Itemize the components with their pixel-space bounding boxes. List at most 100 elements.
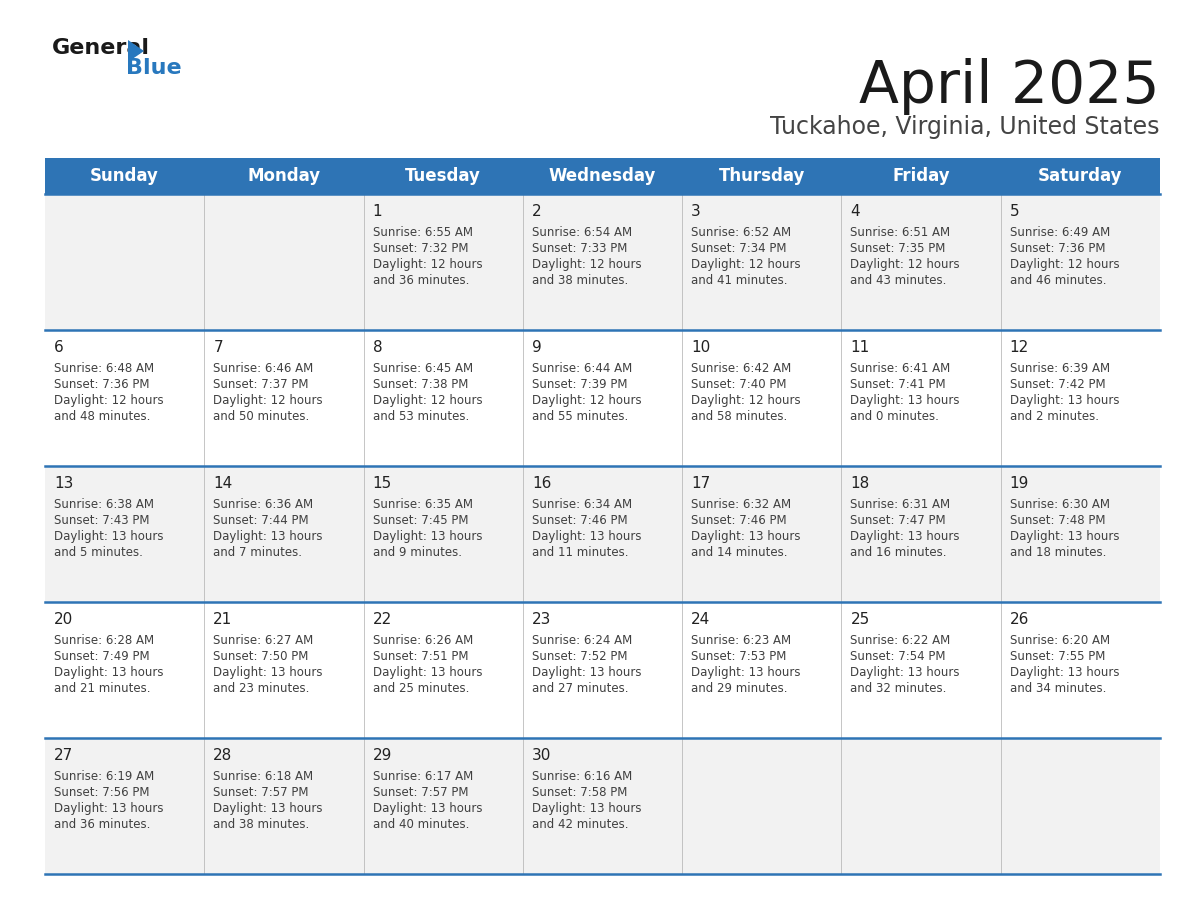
Text: and 5 minutes.: and 5 minutes.	[53, 546, 143, 559]
Text: Sunrise: 6:39 AM: Sunrise: 6:39 AM	[1010, 362, 1110, 375]
Text: Daylight: 13 hours: Daylight: 13 hours	[851, 530, 960, 543]
Text: Sunrise: 6:55 AM: Sunrise: 6:55 AM	[373, 226, 473, 239]
Text: Daylight: 12 hours: Daylight: 12 hours	[1010, 258, 1119, 271]
Text: Friday: Friday	[892, 167, 950, 185]
Text: Tuckahoe, Virginia, United States: Tuckahoe, Virginia, United States	[771, 115, 1159, 139]
Text: Sunset: 7:37 PM: Sunset: 7:37 PM	[214, 378, 309, 391]
Text: Sunset: 7:57 PM: Sunset: 7:57 PM	[373, 786, 468, 799]
Text: Sunset: 7:38 PM: Sunset: 7:38 PM	[373, 378, 468, 391]
Text: Sunrise: 6:32 AM: Sunrise: 6:32 AM	[691, 498, 791, 511]
Bar	[45, 158, 1159, 194]
Text: Sunrise: 6:26 AM: Sunrise: 6:26 AM	[373, 634, 473, 647]
Text: and 34 minutes.: and 34 minutes.	[1010, 682, 1106, 695]
Text: Daylight: 13 hours: Daylight: 13 hours	[532, 530, 642, 543]
Text: 25: 25	[851, 612, 870, 627]
Text: Blue: Blue	[126, 58, 182, 78]
Text: and 23 minutes.: and 23 minutes.	[214, 682, 310, 695]
Text: Sunrise: 6:52 AM: Sunrise: 6:52 AM	[691, 226, 791, 239]
Text: and 55 minutes.: and 55 minutes.	[532, 410, 628, 423]
Text: Monday: Monday	[247, 167, 321, 185]
Text: Daylight: 12 hours: Daylight: 12 hours	[532, 394, 642, 407]
Text: Sunrise: 6:48 AM: Sunrise: 6:48 AM	[53, 362, 154, 375]
Text: Sunrise: 6:24 AM: Sunrise: 6:24 AM	[532, 634, 632, 647]
Text: Daylight: 13 hours: Daylight: 13 hours	[373, 666, 482, 679]
Text: Sunset: 7:58 PM: Sunset: 7:58 PM	[532, 786, 627, 799]
Text: 11: 11	[851, 340, 870, 355]
Text: and 43 minutes.: and 43 minutes.	[851, 274, 947, 287]
Text: and 46 minutes.: and 46 minutes.	[1010, 274, 1106, 287]
Text: Sunset: 7:48 PM: Sunset: 7:48 PM	[1010, 514, 1105, 527]
Text: 8: 8	[373, 340, 383, 355]
Text: 28: 28	[214, 748, 233, 763]
Text: 16: 16	[532, 476, 551, 491]
Text: Sunset: 7:33 PM: Sunset: 7:33 PM	[532, 242, 627, 255]
Text: Daylight: 13 hours: Daylight: 13 hours	[851, 666, 960, 679]
Text: Sunset: 7:49 PM: Sunset: 7:49 PM	[53, 650, 150, 663]
Text: 20: 20	[53, 612, 74, 627]
Text: Sunset: 7:46 PM: Sunset: 7:46 PM	[532, 514, 627, 527]
Text: Sunrise: 6:18 AM: Sunrise: 6:18 AM	[214, 770, 314, 783]
Text: and 21 minutes.: and 21 minutes.	[53, 682, 151, 695]
Text: Sunrise: 6:16 AM: Sunrise: 6:16 AM	[532, 770, 632, 783]
Text: and 18 minutes.: and 18 minutes.	[1010, 546, 1106, 559]
Text: 17: 17	[691, 476, 710, 491]
Text: Daylight: 13 hours: Daylight: 13 hours	[214, 666, 323, 679]
Text: Daylight: 13 hours: Daylight: 13 hours	[1010, 394, 1119, 407]
Text: Sunset: 7:41 PM: Sunset: 7:41 PM	[851, 378, 946, 391]
Text: 19: 19	[1010, 476, 1029, 491]
Text: Sunrise: 6:30 AM: Sunrise: 6:30 AM	[1010, 498, 1110, 511]
Text: Sunset: 7:55 PM: Sunset: 7:55 PM	[1010, 650, 1105, 663]
Text: 14: 14	[214, 476, 233, 491]
Text: Sunset: 7:36 PM: Sunset: 7:36 PM	[53, 378, 150, 391]
Text: Daylight: 13 hours: Daylight: 13 hours	[373, 530, 482, 543]
Text: Sunset: 7:53 PM: Sunset: 7:53 PM	[691, 650, 786, 663]
Text: Sunset: 7:34 PM: Sunset: 7:34 PM	[691, 242, 786, 255]
Text: 1: 1	[373, 204, 383, 219]
Text: 3: 3	[691, 204, 701, 219]
Text: Sunrise: 6:17 AM: Sunrise: 6:17 AM	[373, 770, 473, 783]
Text: and 2 minutes.: and 2 minutes.	[1010, 410, 1099, 423]
Text: Sunset: 7:39 PM: Sunset: 7:39 PM	[532, 378, 627, 391]
Text: and 42 minutes.: and 42 minutes.	[532, 818, 628, 831]
Text: and 29 minutes.: and 29 minutes.	[691, 682, 788, 695]
Text: 9: 9	[532, 340, 542, 355]
Text: and 16 minutes.: and 16 minutes.	[851, 546, 947, 559]
Text: 10: 10	[691, 340, 710, 355]
Text: Daylight: 13 hours: Daylight: 13 hours	[373, 802, 482, 815]
Text: 23: 23	[532, 612, 551, 627]
Text: and 25 minutes.: and 25 minutes.	[373, 682, 469, 695]
Bar	[45, 466, 1159, 602]
Text: Daylight: 13 hours: Daylight: 13 hours	[214, 802, 323, 815]
Text: Daylight: 12 hours: Daylight: 12 hours	[691, 258, 801, 271]
Text: Sunset: 7:47 PM: Sunset: 7:47 PM	[851, 514, 946, 527]
Text: Daylight: 13 hours: Daylight: 13 hours	[214, 530, 323, 543]
Text: Sunrise: 6:51 AM: Sunrise: 6:51 AM	[851, 226, 950, 239]
Text: Daylight: 13 hours: Daylight: 13 hours	[532, 802, 642, 815]
Text: Sunrise: 6:23 AM: Sunrise: 6:23 AM	[691, 634, 791, 647]
Text: Sunrise: 6:20 AM: Sunrise: 6:20 AM	[1010, 634, 1110, 647]
Text: Sunset: 7:57 PM: Sunset: 7:57 PM	[214, 786, 309, 799]
Text: Sunset: 7:43 PM: Sunset: 7:43 PM	[53, 514, 150, 527]
Text: 12: 12	[1010, 340, 1029, 355]
Text: Sunset: 7:44 PM: Sunset: 7:44 PM	[214, 514, 309, 527]
Text: Sunset: 7:56 PM: Sunset: 7:56 PM	[53, 786, 150, 799]
Text: Daylight: 12 hours: Daylight: 12 hours	[532, 258, 642, 271]
Text: and 50 minutes.: and 50 minutes.	[214, 410, 310, 423]
Text: Sunset: 7:36 PM: Sunset: 7:36 PM	[1010, 242, 1105, 255]
Text: General: General	[52, 38, 150, 58]
Text: Daylight: 13 hours: Daylight: 13 hours	[53, 530, 164, 543]
Text: Sunrise: 6:27 AM: Sunrise: 6:27 AM	[214, 634, 314, 647]
Text: Daylight: 13 hours: Daylight: 13 hours	[691, 666, 801, 679]
Text: and 53 minutes.: and 53 minutes.	[373, 410, 469, 423]
Text: 22: 22	[373, 612, 392, 627]
Text: Sunrise: 6:34 AM: Sunrise: 6:34 AM	[532, 498, 632, 511]
Text: and 36 minutes.: and 36 minutes.	[53, 818, 151, 831]
Text: and 58 minutes.: and 58 minutes.	[691, 410, 788, 423]
Text: Wednesday: Wednesday	[549, 167, 656, 185]
Text: and 36 minutes.: and 36 minutes.	[373, 274, 469, 287]
Text: and 9 minutes.: and 9 minutes.	[373, 546, 462, 559]
Text: Sunrise: 6:22 AM: Sunrise: 6:22 AM	[851, 634, 950, 647]
Text: 18: 18	[851, 476, 870, 491]
Text: Sunrise: 6:28 AM: Sunrise: 6:28 AM	[53, 634, 154, 647]
Text: Daylight: 13 hours: Daylight: 13 hours	[1010, 666, 1119, 679]
